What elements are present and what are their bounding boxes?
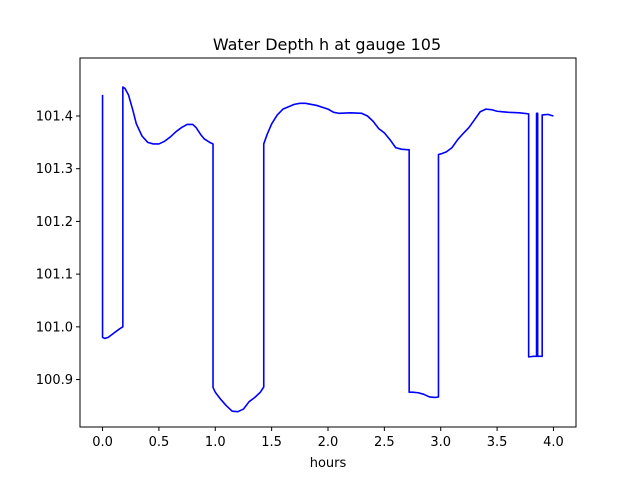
x-tick-label: 4.0 (543, 435, 564, 450)
x-tick-label: 0.0 (92, 435, 113, 450)
chart-title: Water Depth h at gauge 105 (213, 35, 441, 54)
x-tick-label: 3.0 (430, 435, 451, 450)
y-tick-label: 100.9 (36, 373, 73, 388)
y-axis: 100.9 101.0 101.1 101.2 101.3 101.4 (36, 109, 80, 388)
y-tick-label: 101.2 (36, 215, 73, 230)
x-tick-label: 1.0 (205, 435, 226, 450)
x-tick-label: 2.5 (374, 435, 395, 450)
y-tick-label: 101.1 (36, 268, 73, 283)
axes-frame (79, 57, 577, 428)
y-tick-label: 101.3 (36, 162, 73, 177)
plot-area (101, 86, 554, 413)
x-axis: 0.0 0.5 1.0 1.5 2.0 2.5 3.0 3.5 4.0 (92, 427, 564, 450)
y-tick-label: 101.0 (36, 320, 73, 335)
x-tick-label: 0.5 (149, 435, 170, 450)
x-tick-label: 2.0 (318, 435, 339, 450)
y-tick-label: 101.4 (36, 109, 73, 124)
x-tick-label: 3.5 (487, 435, 508, 450)
x-tick-label: 1.5 (261, 435, 282, 450)
series-line-0 (101, 86, 554, 413)
x-axis-label: hours (310, 456, 347, 471)
